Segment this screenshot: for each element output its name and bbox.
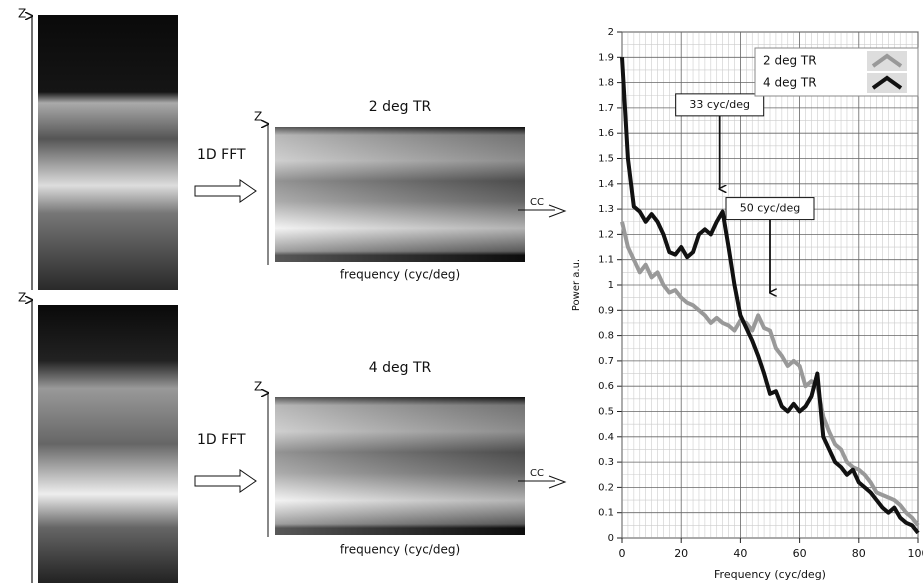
y-tick-label: 1.3 bbox=[598, 204, 614, 215]
fft-label: 1D FFT bbox=[197, 432, 246, 448]
legend-swatch-bg bbox=[867, 51, 907, 71]
x-label: frequency (cyc/deg) bbox=[340, 268, 460, 282]
legend-swatch bbox=[871, 75, 903, 90]
y-tick-label: 0.7 bbox=[598, 356, 614, 367]
x-tick-label: 80 bbox=[852, 547, 866, 560]
z-label: Z bbox=[254, 110, 262, 124]
legend-label: 2 deg TR bbox=[763, 54, 817, 68]
spectrogram-shade bbox=[275, 397, 525, 535]
spectrum-title: 4 deg TR bbox=[369, 360, 432, 376]
y-tick-label: 0.3 bbox=[598, 457, 614, 468]
arrow bbox=[194, 179, 257, 203]
spectrum-title: 2 deg TR bbox=[369, 99, 432, 115]
x-tick-label: 20 bbox=[674, 547, 688, 560]
fft-label: 1D FFT bbox=[197, 147, 246, 163]
x-tick-label: 100 bbox=[908, 547, 923, 560]
arrow bbox=[518, 204, 567, 218]
spectrogram-shade bbox=[275, 127, 525, 262]
cc-label: CC bbox=[530, 197, 544, 208]
z-label: Z bbox=[254, 380, 262, 394]
arrow bbox=[518, 475, 567, 489]
x-tick-label: 60 bbox=[793, 547, 807, 560]
cc-label: CC bbox=[530, 468, 544, 479]
arrow bbox=[194, 469, 257, 493]
y-tick-label: 0.5 bbox=[598, 407, 614, 418]
z-label: Z bbox=[18, 7, 26, 21]
annotation-box bbox=[725, 197, 815, 221]
y-tick-label: 0.8 bbox=[598, 331, 614, 342]
series-line bbox=[620, 57, 920, 535]
x-label: frequency (cyc/deg) bbox=[340, 543, 460, 557]
x-tick-label: 0 bbox=[619, 547, 626, 560]
annotation-box bbox=[675, 93, 765, 117]
y-tick-label: 1.1 bbox=[598, 255, 614, 266]
series-line bbox=[620, 221, 920, 527]
annotation-text: 50 cyc/deg bbox=[740, 202, 801, 215]
left-panels: Z Z 1D FFT 1D FFT 2 deg TR 4 deg TR Z Z … bbox=[18, 7, 567, 583]
y-tick-label: 1 bbox=[608, 280, 614, 291]
y-axis-label: Power a.u. bbox=[571, 259, 582, 311]
oct-image bbox=[38, 305, 178, 583]
annotation-text: 33 cyc/deg bbox=[689, 98, 750, 111]
y-tick-label: 0.9 bbox=[598, 305, 614, 316]
x-tick-label: 40 bbox=[733, 547, 747, 560]
y-tick-label: 1.7 bbox=[598, 103, 614, 114]
y-tick-label: 1.8 bbox=[598, 78, 614, 89]
power-chart: 0 0.1 0.2 0.3 0.4 0.5 0.6 0.7 0.8 0.9 1 1.1 1.2 1.3 1.… bbox=[571, 27, 923, 581]
y-tick-label: 1.2 bbox=[598, 229, 614, 240]
y-tick-label: 0 bbox=[608, 533, 614, 544]
y-tick-label: 1.6 bbox=[598, 128, 614, 139]
z-label: Z bbox=[18, 291, 26, 305]
y-tick-label: 1.9 bbox=[598, 52, 614, 63]
x-axis-label: Frequency (cyc/deg) bbox=[714, 568, 826, 581]
y-tick-label: 2 bbox=[608, 27, 614, 38]
legend-label: 4 deg TR bbox=[763, 76, 817, 90]
y-tick-label: 1.5 bbox=[598, 154, 614, 165]
y-tick-label: 0.1 bbox=[598, 508, 614, 519]
y-tick-label: 0.2 bbox=[598, 482, 614, 493]
y-tick-label: 0.4 bbox=[598, 432, 614, 443]
y-tick-label: 0.6 bbox=[598, 381, 614, 392]
y-tick-label: 1.4 bbox=[598, 179, 614, 190]
legend-swatch bbox=[871, 53, 903, 68]
legend-swatch-bg bbox=[867, 73, 907, 93]
oct-image bbox=[38, 15, 178, 290]
